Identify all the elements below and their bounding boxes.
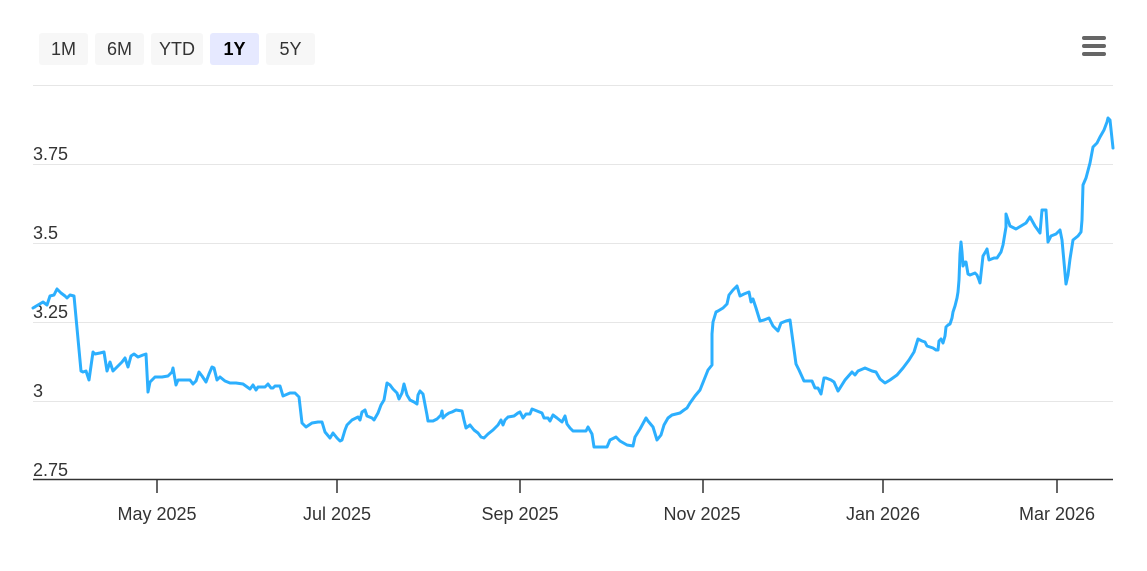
range-selector: 1M 6M YTD 1Y 5Y <box>39 33 315 65</box>
y-tick-label: 3 <box>33 381 43 401</box>
x-tick-label: Sep 2025 <box>481 504 558 524</box>
range-button-5y[interactable]: 5Y <box>266 33 315 65</box>
y-axis-labels: 3.75 3.5 3.25 3 2.75 <box>33 144 68 480</box>
price-series-line[interactable] <box>31 116 1115 449</box>
x-tick-label: Jan 2026 <box>846 504 920 524</box>
x-tick-label: Nov 2025 <box>663 504 740 524</box>
range-button-1y[interactable]: 1Y <box>210 33 259 65</box>
x-tick-label: Mar 2026 <box>1019 504 1095 524</box>
y-tick-label: 3.75 <box>33 144 68 164</box>
x-tick-label: Jul 2025 <box>303 504 371 524</box>
range-button-ytd[interactable]: YTD <box>151 33 203 65</box>
grid-lines <box>33 85 1113 402</box>
x-tick-label: May 2025 <box>117 504 196 524</box>
y-tick-label: 3.25 <box>33 302 68 322</box>
range-button-6m[interactable]: 6M <box>95 33 144 65</box>
y-tick-label: 3.5 <box>33 223 58 243</box>
x-axis: May 2025 Jul 2025 Sep 2025 Nov 2025 Jan … <box>33 478 1113 524</box>
y-tick-label: 2.75 <box>33 460 68 480</box>
range-button-1m[interactable]: 1M <box>39 33 88 65</box>
chart-context-menu-button[interactable] <box>1078 33 1110 59</box>
